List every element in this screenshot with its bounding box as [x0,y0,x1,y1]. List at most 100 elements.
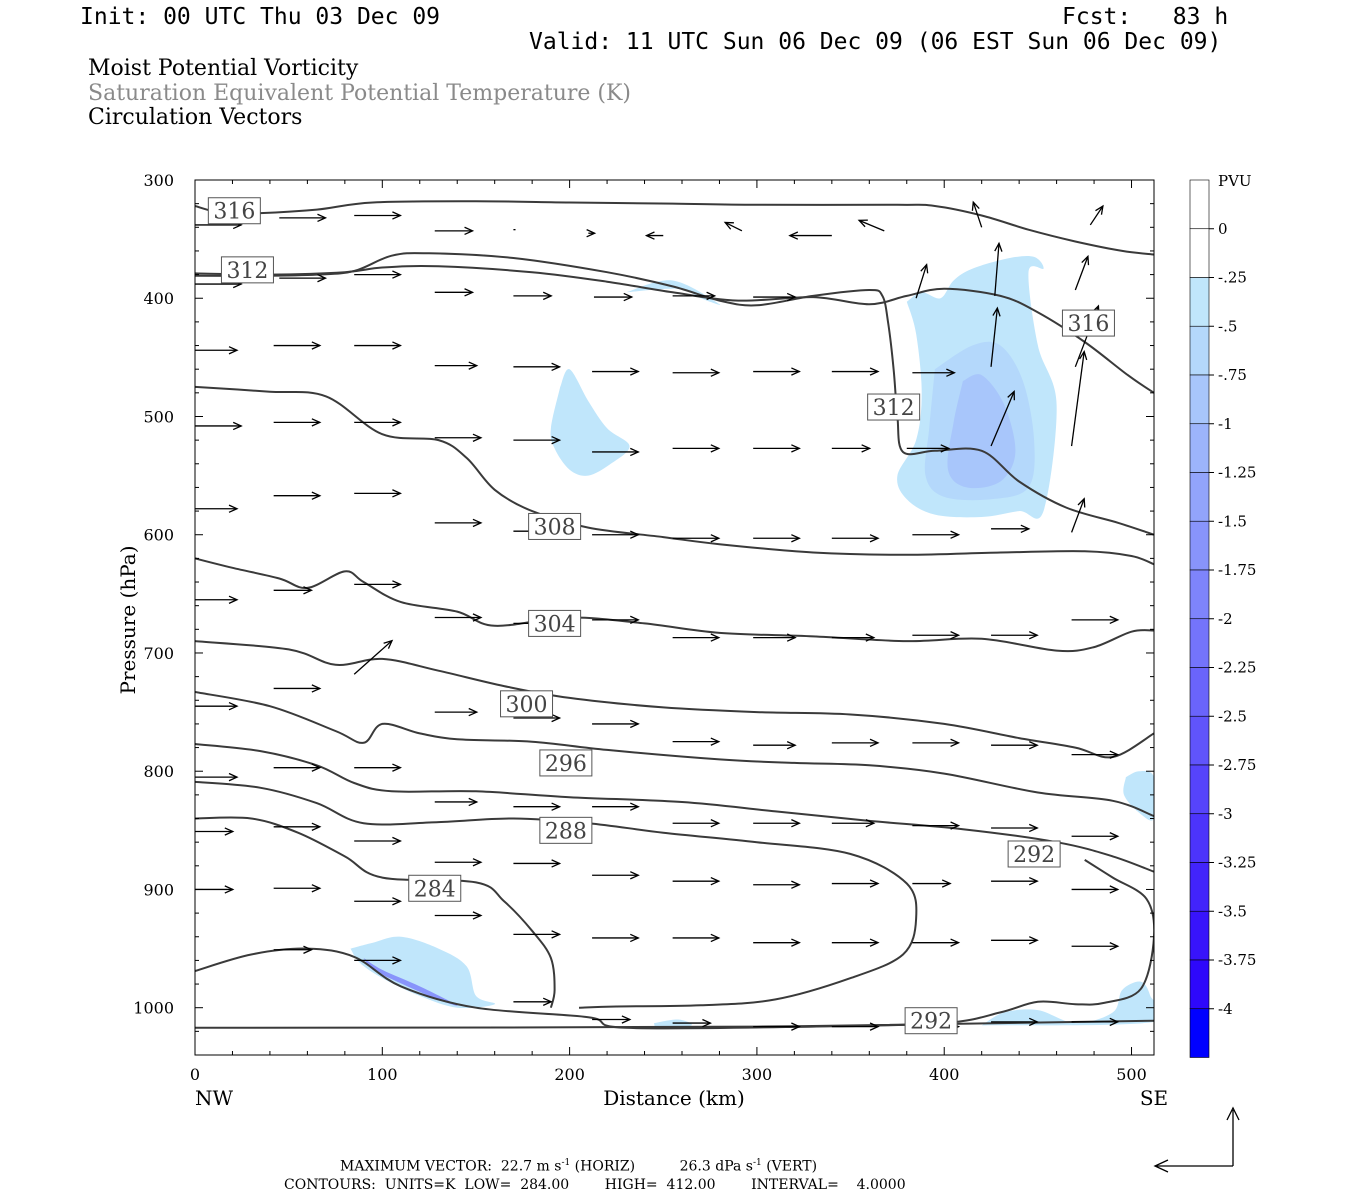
vector-head [710,633,721,642]
contour-labels: 316 312 316 312 308 304 300 296 288 292 284 292 [207,197,1115,1035]
max-vector-line: MAXIMUM VECTOR: 22.7 m s-1 (HORIZ) 26.3 … [340,1159,817,1174]
vector-head [791,938,801,947]
circulation-vector [912,738,961,748]
vector-head [869,1022,880,1031]
circulation-vector [912,821,961,830]
vector-head [920,263,929,274]
circulation-vector [753,444,801,453]
vector-head [869,738,880,748]
vector-head [630,933,640,943]
vector-head [791,819,801,828]
y-tick-label: 700 [143,644,174,663]
circulation-vector [592,933,640,943]
vector-head [472,518,483,528]
y-tick-label: 300 [143,171,174,190]
vector-head [1028,1017,1039,1027]
vector-head [311,822,322,831]
colorbar-box [1189,667,1210,717]
circulation-vector [990,389,1015,447]
vector-head [1109,885,1120,894]
circulation-vector [1070,497,1086,533]
vector-head [971,200,980,211]
valid-time: Valid: 11 UTC Sun 06 Dec 09 (06 EST Sun … [529,29,1222,55]
contour-label-text: 288 [545,819,587,844]
vector-head [630,802,640,811]
circulation-vector [279,273,328,283]
circulation-vector [753,741,797,750]
vector-shaft [1070,351,1085,447]
vector-head [861,444,872,453]
circulation-vector [991,1017,1039,1027]
colorbar-label: -3.75 [1218,951,1256,969]
vector-head [472,858,483,867]
vector-head [464,226,475,236]
circulation-vector [912,631,961,640]
circulation-vector [273,884,322,893]
vector-head [224,827,235,836]
circulation-vector [831,1022,880,1031]
contour-label-text: 316 [1067,312,1109,337]
theta-e-contour-line [195,816,556,1008]
circulation-vector [1074,254,1090,291]
circulation-vector [434,361,479,370]
vector-head [228,346,239,355]
vector-head [788,231,799,240]
circulation-vector [1071,885,1120,894]
vector-head [392,897,402,906]
vector-shaft [990,391,1015,447]
circulation-vector [434,911,483,920]
colorbar-label: -.75 [1218,366,1247,384]
contour-label-box [528,512,582,540]
vector-head [1081,254,1090,266]
vector-head [950,938,961,947]
vector-shaft [858,219,885,232]
circulation-vector [991,936,1039,945]
circulation-vector [994,241,1003,296]
circulation-vector [195,504,239,513]
vector-shaft [1070,498,1085,533]
circulation-vector [672,633,721,642]
vector-head [702,1018,713,1028]
vector-head [623,292,634,302]
vector-head [1028,876,1039,886]
circulation-vector [593,292,634,302]
title-theta-es: Saturation Equivalent Potential Temperat… [88,81,631,106]
colorbar-box [1189,569,1210,620]
vector-head [311,341,322,350]
reference-vector-icon [1153,1106,1240,1173]
theta-e-contour-line [195,640,1154,759]
circulation-vector [434,433,483,442]
contour-label-box [408,874,462,902]
vector-head [232,421,243,431]
vector-head [1007,389,1015,401]
contour-info: CONTOURS: UNITS=K LOW= 284.00 HIGH= 412.… [284,1177,906,1193]
colorbar-box [1189,325,1210,376]
mpv-shading [350,255,1154,1030]
vector-head [392,836,402,846]
vector-head [464,288,475,297]
contour-label: 292 [1007,840,1061,868]
colorbar-box [1189,618,1210,668]
vector-head [710,876,721,886]
theta-e-contour-line [195,385,1154,566]
circulation-vector [1071,832,1120,841]
vector-head [621,1015,632,1024]
circulation-vector [672,368,721,377]
y-tick-label: 900 [143,880,174,899]
vector-head [317,273,328,283]
circulation-vector [273,586,314,595]
circulation-vector [991,876,1039,886]
contour-label-text: 284 [414,877,456,902]
circulation-vector [354,897,402,906]
circulation-vector [912,530,961,539]
circulation-vector [273,418,322,427]
vector-shaft [353,640,393,675]
theta-e-contour-line [195,557,1154,653]
contour-label-box [1007,840,1061,868]
circulation-vector [195,346,239,355]
x-tick-label: 300 [742,1065,773,1084]
vector-head [1109,942,1120,951]
circulation-vector [831,879,880,888]
vector-head [392,580,402,589]
